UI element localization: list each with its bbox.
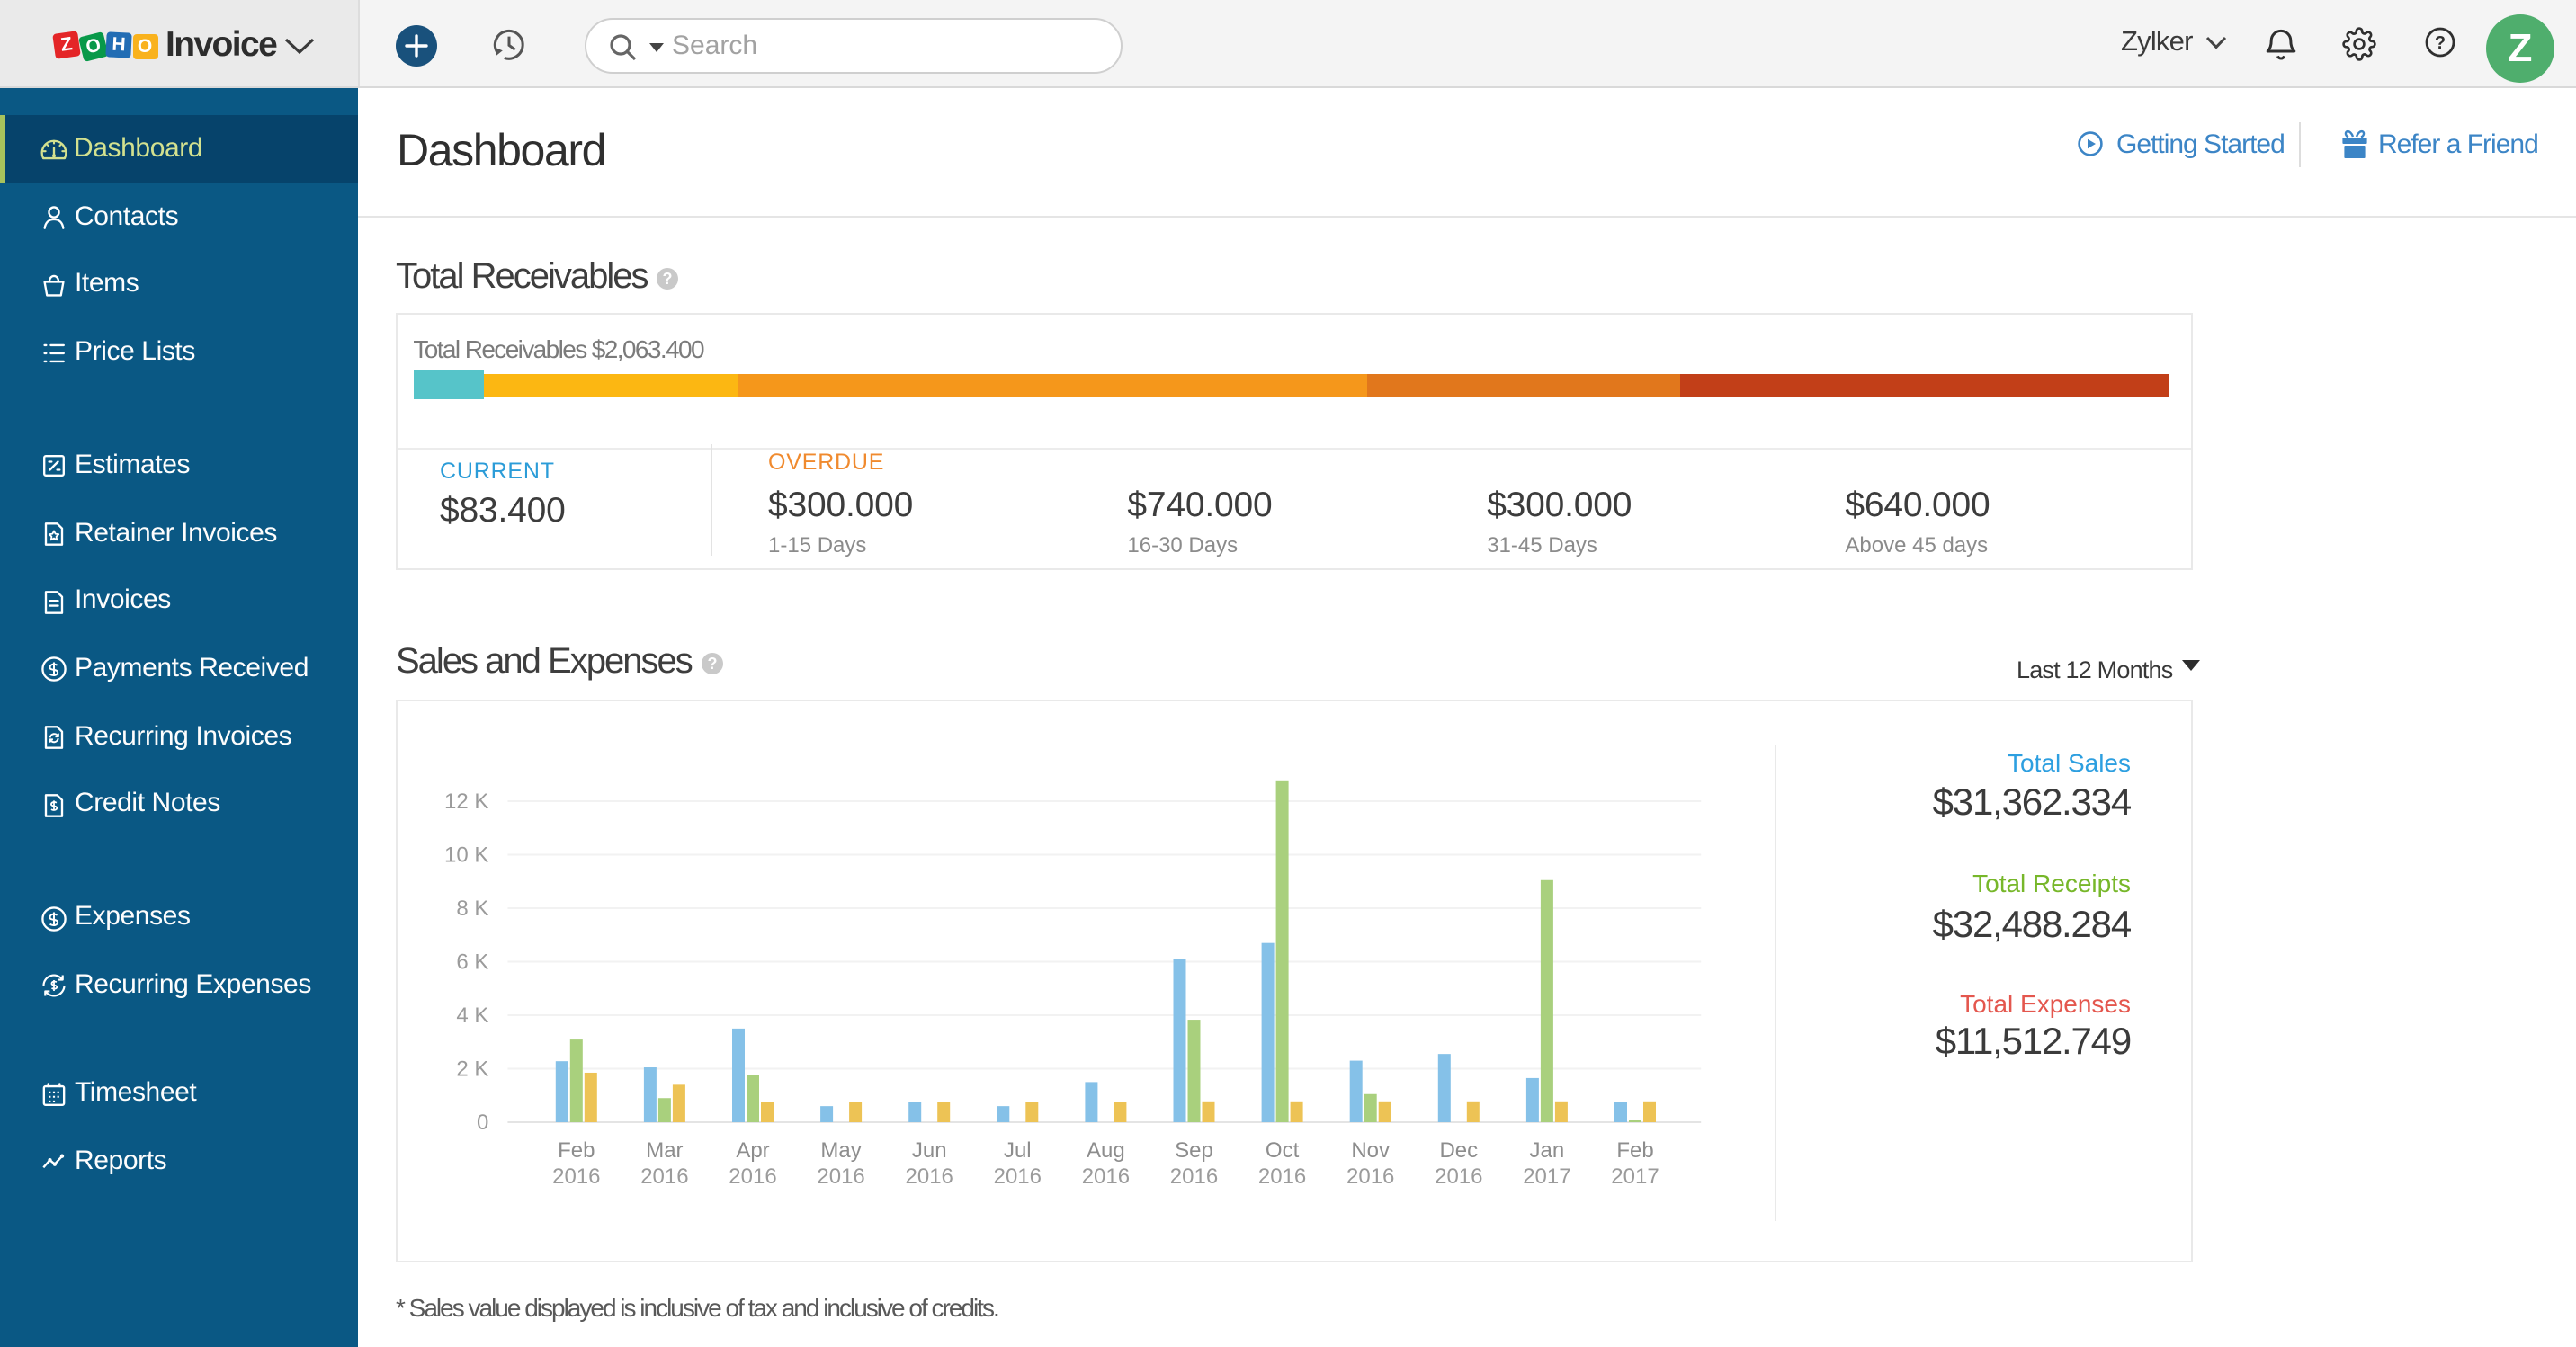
svg-text:Nov: Nov [1351,1138,1390,1163]
svg-text:2016: 2016 [552,1164,600,1189]
svg-text:Oct: Oct [1266,1138,1300,1163]
svg-text:Apr: Apr [736,1138,769,1163]
svg-text:2016: 2016 [1346,1164,1394,1189]
svg-text:Feb: Feb [558,1138,595,1163]
svg-text:May: May [820,1138,861,1163]
svg-text:?: ? [2435,32,2446,52]
svg-text:Dec: Dec [1439,1138,1478,1163]
svg-text:2016: 2016 [1258,1164,1306,1189]
svg-text:8 K: 8 K [456,897,488,921]
svg-text:2016: 2016 [906,1164,953,1189]
svg-text:Sep: Sep [1175,1138,1213,1163]
svg-text:Mar: Mar [646,1138,683,1163]
svg-text:2017: 2017 [1611,1164,1659,1189]
svg-text:Feb: Feb [1616,1138,1653,1163]
svg-text:2016: 2016 [1435,1164,1482,1189]
svg-text:Jan: Jan [1530,1138,1565,1163]
svg-text:2016: 2016 [1170,1164,1218,1189]
svg-text:12 K: 12 K [444,789,488,814]
svg-text:0: 0 [477,1111,488,1135]
svg-text:Jul: Jul [1004,1138,1032,1163]
svg-text:Aug: Aug [1087,1138,1125,1163]
svg-text:6 K: 6 K [456,950,488,975]
svg-text:2016: 2016 [640,1164,688,1189]
svg-text:2016: 2016 [1082,1164,1130,1189]
svg-text:2016: 2016 [729,1164,776,1189]
svg-text:10 K: 10 K [444,843,488,868]
svg-text:2016: 2016 [994,1164,1042,1189]
svg-text:2017: 2017 [1523,1164,1570,1189]
svg-text:2 K: 2 K [456,1057,488,1082]
svg-text:2016: 2016 [817,1164,864,1189]
svg-text:4 K: 4 K [456,1004,488,1028]
svg-text:Jun: Jun [912,1138,947,1163]
